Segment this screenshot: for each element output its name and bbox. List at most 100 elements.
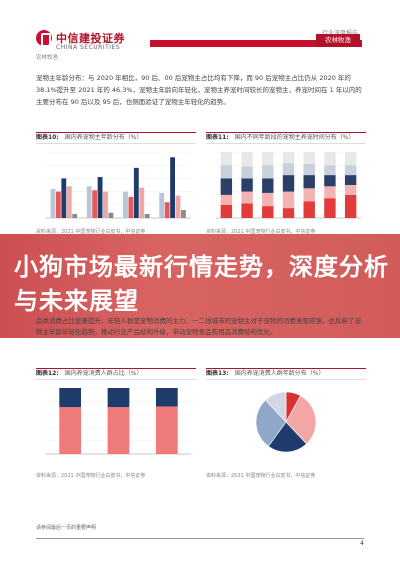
stacked-bar-segment bbox=[262, 152, 274, 166]
stacked-bar-segment bbox=[344, 165, 357, 176]
brand-logo-icon bbox=[36, 30, 52, 47]
pie-slice bbox=[255, 399, 287, 447]
bar bbox=[164, 202, 170, 218]
body-paragraph: 品类消费占比显著提升，年轻人群是宠物消费的主力，一二线城市的宠物主对于宠物的消费… bbox=[36, 317, 361, 336]
bar bbox=[170, 157, 175, 218]
stacked-bar-segment bbox=[220, 178, 233, 195]
stacked-bar-segment bbox=[344, 152, 357, 166]
figure-10-chart bbox=[46, 151, 191, 219]
stacked-bar-segment bbox=[220, 194, 233, 205]
stacked-bar-segment bbox=[155, 406, 178, 454]
banner-title: 小狗市场最新行情走势，深度分析与未来展望 bbox=[14, 253, 389, 315]
bar bbox=[103, 191, 108, 218]
footer-disclaimer: 请参阅最后一页的重要声明 bbox=[36, 525, 97, 531]
brand-name-cn: 中信建投证券 bbox=[56, 32, 125, 45]
figure-11-number: 图表11: bbox=[206, 134, 229, 141]
stacked-bar-segment bbox=[303, 175, 315, 189]
bar bbox=[66, 186, 72, 218]
bar bbox=[50, 188, 56, 218]
figure-13-caption: 国内养宠消费人群年龄分布（%） bbox=[234, 370, 325, 377]
bar bbox=[181, 210, 186, 218]
stacked-bar-segment bbox=[303, 152, 315, 164]
stacked-bar-segment bbox=[241, 178, 253, 192]
bar bbox=[55, 191, 61, 218]
page-number: 4 bbox=[360, 540, 364, 547]
stacked-bar-segment bbox=[241, 203, 253, 218]
stacked-bar-segment bbox=[324, 165, 336, 176]
stacked-bar-segment bbox=[303, 163, 315, 176]
stacked-bar-segment bbox=[220, 204, 233, 218]
pie-slice bbox=[267, 421, 307, 453]
stacked-bar-segment bbox=[324, 198, 336, 218]
figure-12-title: 图表12: 国内养宠消费人群占比（%） bbox=[36, 368, 196, 380]
pie-slice bbox=[285, 395, 317, 445]
brand-name-en: CHINA SECURITIES bbox=[56, 44, 121, 51]
header-accent-bar bbox=[150, 40, 362, 47]
stacked-bar-segment bbox=[324, 152, 336, 166]
stacked-bar-segment bbox=[107, 407, 130, 454]
figure-10-source: 资料来源：2021 中国宠物行业白皮书，中信证券 bbox=[36, 229, 146, 235]
bar bbox=[175, 195, 181, 218]
stacked-bar-segment bbox=[220, 165, 233, 179]
stacked-bar-segment bbox=[282, 175, 295, 192]
stacked-bar-segment bbox=[241, 166, 253, 179]
bar bbox=[61, 178, 67, 218]
bar bbox=[128, 196, 134, 218]
figure-10-caption: 国内养宠物主年龄分布（%） bbox=[64, 134, 143, 141]
stacked-bar-segment bbox=[282, 152, 295, 164]
figure-11-chart bbox=[216, 151, 361, 219]
stacked-bar-segment bbox=[344, 194, 357, 218]
report-type: 行业深度报告 bbox=[322, 28, 358, 37]
bar bbox=[92, 190, 98, 218]
stacked-bar-segment bbox=[303, 188, 315, 202]
pie-slice bbox=[265, 391, 287, 423]
stacked-bar-segment bbox=[241, 191, 253, 204]
footer-divider bbox=[36, 538, 364, 539]
bar bbox=[139, 187, 145, 218]
page-header: 中信建投证券 CHINA SECURITIES 行业深度报告 农林牧渔 农林牧渔 bbox=[0, 0, 400, 62]
figure-13-number: 图表13: bbox=[206, 370, 229, 377]
stacked-bar-segment bbox=[344, 175, 357, 185]
stacked-bar-segment bbox=[324, 175, 336, 187]
figure-13-source: 资料来源：2021 中国宠物行业白皮书，中信证券 bbox=[206, 473, 316, 479]
overlay-banner bbox=[0, 234, 400, 338]
stacked-bar-segment bbox=[303, 201, 315, 218]
bar bbox=[108, 212, 114, 218]
bar bbox=[86, 186, 92, 218]
figure-10-title: 图表10: 国内养宠物主年龄分布（%） bbox=[36, 132, 196, 144]
stacked-bar-segment bbox=[282, 163, 295, 176]
stacked-bar-segment bbox=[262, 178, 274, 193]
bar bbox=[123, 191, 128, 218]
intro-paragraph: 宠物主年龄分布：与 2020 年相比，90 后、00 后宠物主占比均有下降，而 … bbox=[36, 74, 362, 106]
figure-12-source: 资料来源：2021 中国宠物行业白皮书，中信证券 bbox=[36, 473, 146, 479]
bar bbox=[72, 214, 78, 218]
stacked-bar-segment bbox=[344, 185, 357, 195]
figure-10-number: 图表10: bbox=[36, 134, 59, 141]
figure-12-chart bbox=[46, 387, 191, 455]
figure-13-chart bbox=[255, 391, 317, 453]
header-subtitle: 农林牧渔 bbox=[36, 55, 59, 61]
bar bbox=[144, 214, 150, 218]
figure-12-caption: 国内养宠消费人群占比（%） bbox=[64, 370, 143, 377]
bar bbox=[97, 177, 103, 218]
stacked-bar-segment bbox=[220, 152, 233, 166]
sector-tag: 农林牧渔 bbox=[316, 34, 360, 47]
bar bbox=[159, 192, 165, 218]
stacked-bar-segment bbox=[107, 388, 130, 408]
stacked-bar-segment bbox=[241, 152, 253, 167]
figure-13-title: 图表13: 国内养宠消费人群年龄分布（%） bbox=[206, 368, 366, 380]
stacked-bar-segment bbox=[59, 407, 82, 454]
stacked-bar-segment bbox=[324, 186, 336, 199]
figure-12-number: 图表12: bbox=[36, 370, 59, 377]
figure-11-title: 图表11: 国内不同年龄段的宠物主养宠时间分布（%） bbox=[206, 132, 366, 144]
stacked-bar-segment bbox=[262, 165, 274, 179]
stacked-bar-segment bbox=[155, 388, 178, 407]
stacked-bar-segment bbox=[59, 388, 82, 408]
stacked-bar-segment bbox=[282, 191, 295, 209]
stacked-bar-segment bbox=[262, 192, 274, 207]
bar bbox=[133, 167, 139, 218]
figure-11-source: 资料来源：2021 中国宠物行业白皮书，中信证券 bbox=[206, 229, 316, 235]
stacked-bar-segment bbox=[282, 208, 295, 218]
stacked-bar-segment bbox=[262, 206, 274, 218]
figure-11-caption: 国内不同年龄段的宠物主养宠时间分布（%） bbox=[234, 134, 355, 141]
